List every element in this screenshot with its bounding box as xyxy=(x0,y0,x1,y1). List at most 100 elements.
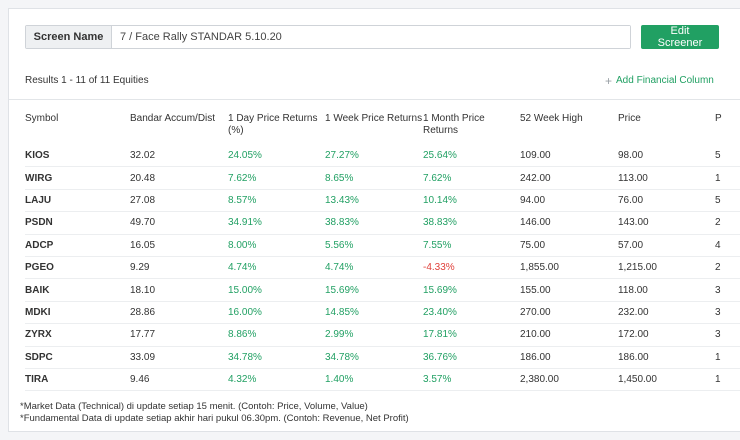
cell-bandar: 9.29 xyxy=(130,256,228,280)
cell-next: 4 xyxy=(715,234,740,257)
cell-bandar: 33.09 xyxy=(130,346,228,369)
col-header-price[interactable]: Price xyxy=(618,113,641,124)
cell-day: 7.62% xyxy=(228,166,325,190)
table-row[interactable]: SDPC 33.09 34.78% 34.78% 36.76% 186.00 186.00 1 xyxy=(25,346,740,369)
cell-day: 24.05% xyxy=(228,145,325,168)
cell-next: 5 xyxy=(715,145,740,168)
cell-week: 2.99% xyxy=(325,323,423,347)
cell-week: 27.27% xyxy=(325,145,423,168)
cell-symbol[interactable]: PSDN xyxy=(25,211,130,235)
footnote-market: *Market Data (Technical) di update setia… xyxy=(20,401,368,412)
cell-next: 3 xyxy=(715,301,740,325)
equities-table: Symbol Bandar Accum/Dist 1 Day Price Ret… xyxy=(25,109,740,392)
cell-day: 4.32% xyxy=(228,368,325,392)
cell-week: 14.85% xyxy=(325,301,423,325)
col-header-1month[interactable]: 1 Month Price Returns xyxy=(423,113,485,136)
cell-month: 36.76% xyxy=(423,346,520,369)
cell-high52: 94.00 xyxy=(520,189,618,213)
table-row[interactable]: MDKI 28.86 16.00% 14.85% 23.40% 270.00 232.00 3 xyxy=(25,301,740,325)
cell-day: 8.86% xyxy=(228,323,325,347)
cell-price: 1,450.00 xyxy=(618,368,715,392)
cell-month: 17.81% xyxy=(423,323,520,347)
cell-week: 5.56% xyxy=(325,234,423,257)
cell-high52: 109.00 xyxy=(520,145,618,168)
add-financial-column-link[interactable]: + Add Financial Column xyxy=(605,73,714,88)
footnotes: *Market Data (Technical) di update setia… xyxy=(20,401,409,425)
table-row[interactable]: BAIK 18.10 15.00% 15.69% 15.69% 155.00 118.00 3 xyxy=(25,278,740,302)
cell-month: 3.57% xyxy=(423,368,520,392)
table-row[interactable]: WIRG 20.48 7.62% 8.65% 7.62% 242.00 113.00 1 xyxy=(25,166,740,190)
cell-next: 5 xyxy=(715,189,740,213)
table-header-row: Symbol Bandar Accum/Dist 1 Day Price Ret… xyxy=(25,109,740,145)
cell-bandar: 16.05 xyxy=(130,234,228,257)
screen-name-input[interactable] xyxy=(112,26,630,48)
table-row[interactable]: LAJU 27.08 8.57% 13.43% 10.14% 94.00 76.00 5 xyxy=(25,189,740,213)
cell-price: 113.00 xyxy=(618,166,715,190)
cell-high52: 270.00 xyxy=(520,301,618,325)
cell-symbol[interactable]: LAJU xyxy=(25,189,130,213)
cell-high52: 146.00 xyxy=(520,211,618,235)
screen-name-label: Screen Name xyxy=(26,26,112,48)
cell-symbol[interactable]: WIRG xyxy=(25,166,130,190)
divider xyxy=(9,99,740,100)
cell-symbol[interactable]: ZYRX xyxy=(25,323,130,347)
results-count: Results 1 - 11 of 11 Equities xyxy=(25,75,149,86)
cell-day: 8.00% xyxy=(228,234,325,257)
table-row[interactable]: PGEO 9.29 4.74% 4.74% -4.33% 1,855.00 1,215.00… xyxy=(25,256,740,280)
col-header-bandar[interactable]: Bandar Accum/Dist xyxy=(130,113,216,124)
cell-symbol[interactable]: MDKI xyxy=(25,301,130,325)
cell-high52: 242.00 xyxy=(520,166,618,190)
cell-symbol[interactable]: SDPC xyxy=(25,346,130,369)
footnote-fundamental: *Fundamental Data di update setiap akhir… xyxy=(20,413,409,424)
cell-price: 232.00 xyxy=(618,301,715,325)
cell-bandar: 27.08 xyxy=(130,189,228,213)
edit-screener-button[interactable]: Edit Screener xyxy=(641,25,719,49)
cell-next: 1 xyxy=(715,368,740,392)
cell-day: 34.91% xyxy=(228,211,325,235)
cell-price: 76.00 xyxy=(618,189,715,213)
col-header-1week[interactable]: 1 Week Price Returns xyxy=(325,113,423,124)
table-row[interactable]: PSDN 49.70 34.91% 38.83% 38.83% 146.00 143.00 2 xyxy=(25,211,740,235)
cell-bandar: 18.10 xyxy=(130,278,228,302)
table-row[interactable]: KIOS 32.02 24.05% 27.27% 25.64% 109.00 98.00 5 xyxy=(25,145,740,168)
cell-price: 172.00 xyxy=(618,323,715,347)
cell-price: 98.00 xyxy=(618,145,715,168)
cell-month: 38.83% xyxy=(423,211,520,235)
col-header-next[interactable]: P xyxy=(715,113,722,124)
cell-symbol[interactable]: ADCP xyxy=(25,234,130,257)
cell-month: 7.55% xyxy=(423,234,520,257)
table-row[interactable]: ADCP 16.05 8.00% 5.56% 7.55% 75.00 57.00 4 xyxy=(25,234,740,257)
cell-week: 13.43% xyxy=(325,189,423,213)
cell-bandar: 9.46 xyxy=(130,368,228,392)
col-header-1day[interactable]: 1 Day Price Returns (%) xyxy=(228,113,318,136)
cell-price: 1,215.00 xyxy=(618,256,715,280)
cell-day: 4.74% xyxy=(228,256,325,280)
cell-high52: 155.00 xyxy=(520,278,618,302)
cell-month: 25.64% xyxy=(423,145,520,168)
cell-symbol[interactable]: TIRA xyxy=(25,368,130,392)
cell-next: 3 xyxy=(715,323,740,347)
cell-bandar: 28.86 xyxy=(130,301,228,325)
plus-icon: + xyxy=(605,73,613,88)
table-row[interactable]: TIRA 9.46 4.32% 1.40% 3.57% 2,380.00 1,450.00 1 xyxy=(25,368,740,392)
cell-bandar: 17.77 xyxy=(130,323,228,347)
cell-day: 8.57% xyxy=(228,189,325,213)
cell-week: 34.78% xyxy=(325,346,423,369)
cell-week: 15.69% xyxy=(325,278,423,302)
cell-bandar: 49.70 xyxy=(130,211,228,235)
cell-symbol[interactable]: KIOS xyxy=(25,145,130,168)
cell-week: 38.83% xyxy=(325,211,423,235)
cell-week: 4.74% xyxy=(325,256,423,280)
cell-bandar: 32.02 xyxy=(130,145,228,168)
cell-symbol[interactable]: BAIK xyxy=(25,278,130,302)
add-financial-column-label: Add Financial Column xyxy=(616,75,714,86)
col-header-52wk-high[interactable]: 52 Week High xyxy=(520,113,583,124)
cell-month: 23.40% xyxy=(423,301,520,325)
cell-price: 186.00 xyxy=(618,346,715,369)
table-row[interactable]: ZYRX 17.77 8.86% 2.99% 17.81% 210.00 172.00 3 xyxy=(25,323,740,347)
cell-day: 15.00% xyxy=(228,278,325,302)
cell-high52: 2,380.00 xyxy=(520,368,618,392)
col-header-symbol[interactable]: Symbol xyxy=(25,113,59,124)
cell-price: 57.00 xyxy=(618,234,715,257)
cell-symbol[interactable]: PGEO xyxy=(25,256,130,280)
